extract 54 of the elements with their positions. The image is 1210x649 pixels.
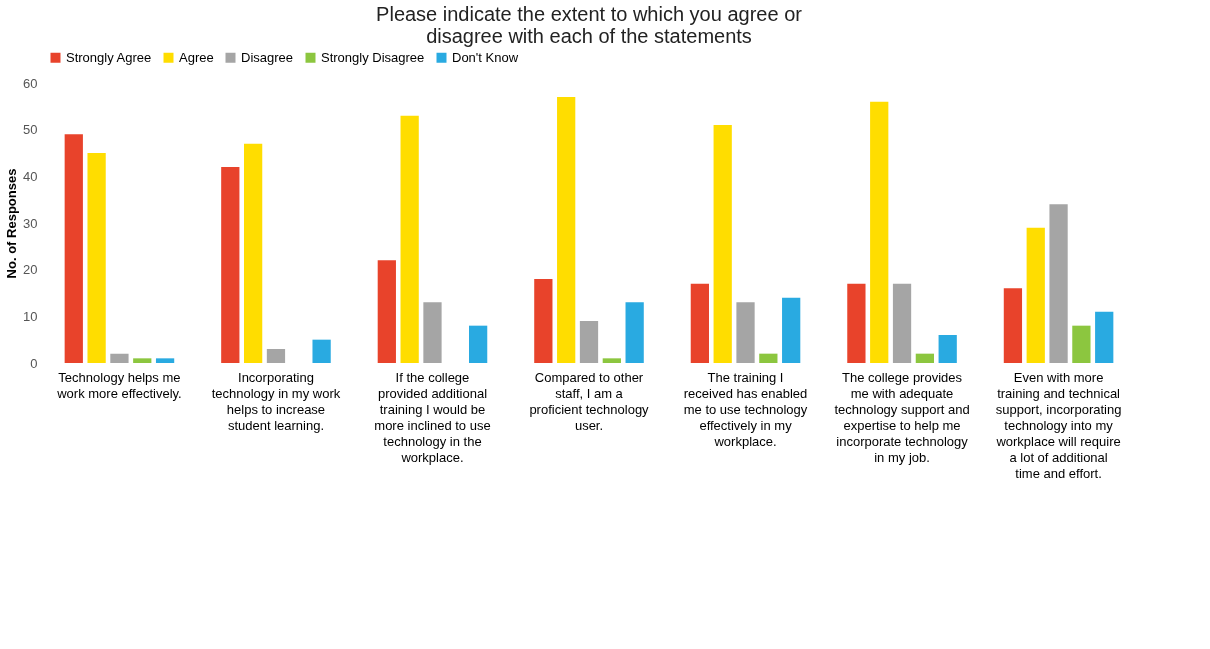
x-tick-label: Compared to other staff, I am a proficient technology user. <box>529 369 650 433</box>
bar <box>557 97 576 363</box>
bar <box>244 143 263 363</box>
bar <box>423 302 442 363</box>
x-tick-label: Even with more training and technical support, incorporating technology into my workplace will require a lot of additional time and effort. <box>995 369 1122 481</box>
bar <box>579 321 599 363</box>
x-tick-label: The college provides me with adequate technology support and expertise to help me incorporate technology in my job. <box>834 369 970 465</box>
bar <box>266 349 286 363</box>
bar <box>377 260 396 363</box>
bar <box>400 115 419 363</box>
legend-label: Strongly Disagree <box>321 49 425 65</box>
bar <box>1095 311 1114 363</box>
legend-label: Agree <box>179 49 214 65</box>
bar <box>312 339 331 363</box>
x-tick-label: Incorporating technology in my work helps to increase student learning. <box>211 369 341 433</box>
y-tick-label: 10 <box>23 308 38 324</box>
bar <box>469 325 488 363</box>
legend-label: Don't Know <box>452 49 519 65</box>
y-axis-title: No. of Responses <box>4 168 20 279</box>
legend-label: Disagree <box>241 49 294 65</box>
bar <box>221 167 240 363</box>
bar <box>133 358 152 363</box>
bar <box>870 101 889 363</box>
bar <box>602 358 621 363</box>
x-tick-label: The training I received has enabled me to use technology effectively in my workplace. <box>683 369 808 449</box>
bar <box>938 335 957 363</box>
bar <box>847 283 866 363</box>
bar <box>1072 325 1091 363</box>
bar <box>782 297 801 363</box>
bar <box>892 283 912 363</box>
y-tick-label: 40 <box>23 168 38 184</box>
y-tick-label: 20 <box>23 262 38 278</box>
chart-title: Please indicate the extent to which you agree or disagree with each of the statements <box>376 3 803 47</box>
y-tick-label: 50 <box>23 122 38 138</box>
bar <box>690 283 709 363</box>
y-tick-label: 60 <box>23 75 38 91</box>
bar <box>87 153 106 363</box>
bar <box>736 302 755 363</box>
bar <box>915 353 934 363</box>
bar <box>759 353 778 363</box>
legend-label: Strongly Agree <box>66 49 152 65</box>
bar <box>713 125 732 363</box>
y-tick-label: 30 <box>23 215 38 231</box>
bar <box>110 353 129 363</box>
x-tick-label: Technology helps me work more effectively. <box>56 369 182 401</box>
bar <box>1026 227 1045 363</box>
bar <box>155 358 175 363</box>
y-tick-label: 0 <box>30 355 38 371</box>
bar <box>534 279 553 363</box>
bar <box>1003 288 1023 363</box>
x-tick-label: If the college provided additional training I would be more inclined to use technology in the workplace. <box>374 369 491 465</box>
bar <box>625 302 644 363</box>
bar <box>1049 204 1068 363</box>
bar <box>64 134 83 363</box>
